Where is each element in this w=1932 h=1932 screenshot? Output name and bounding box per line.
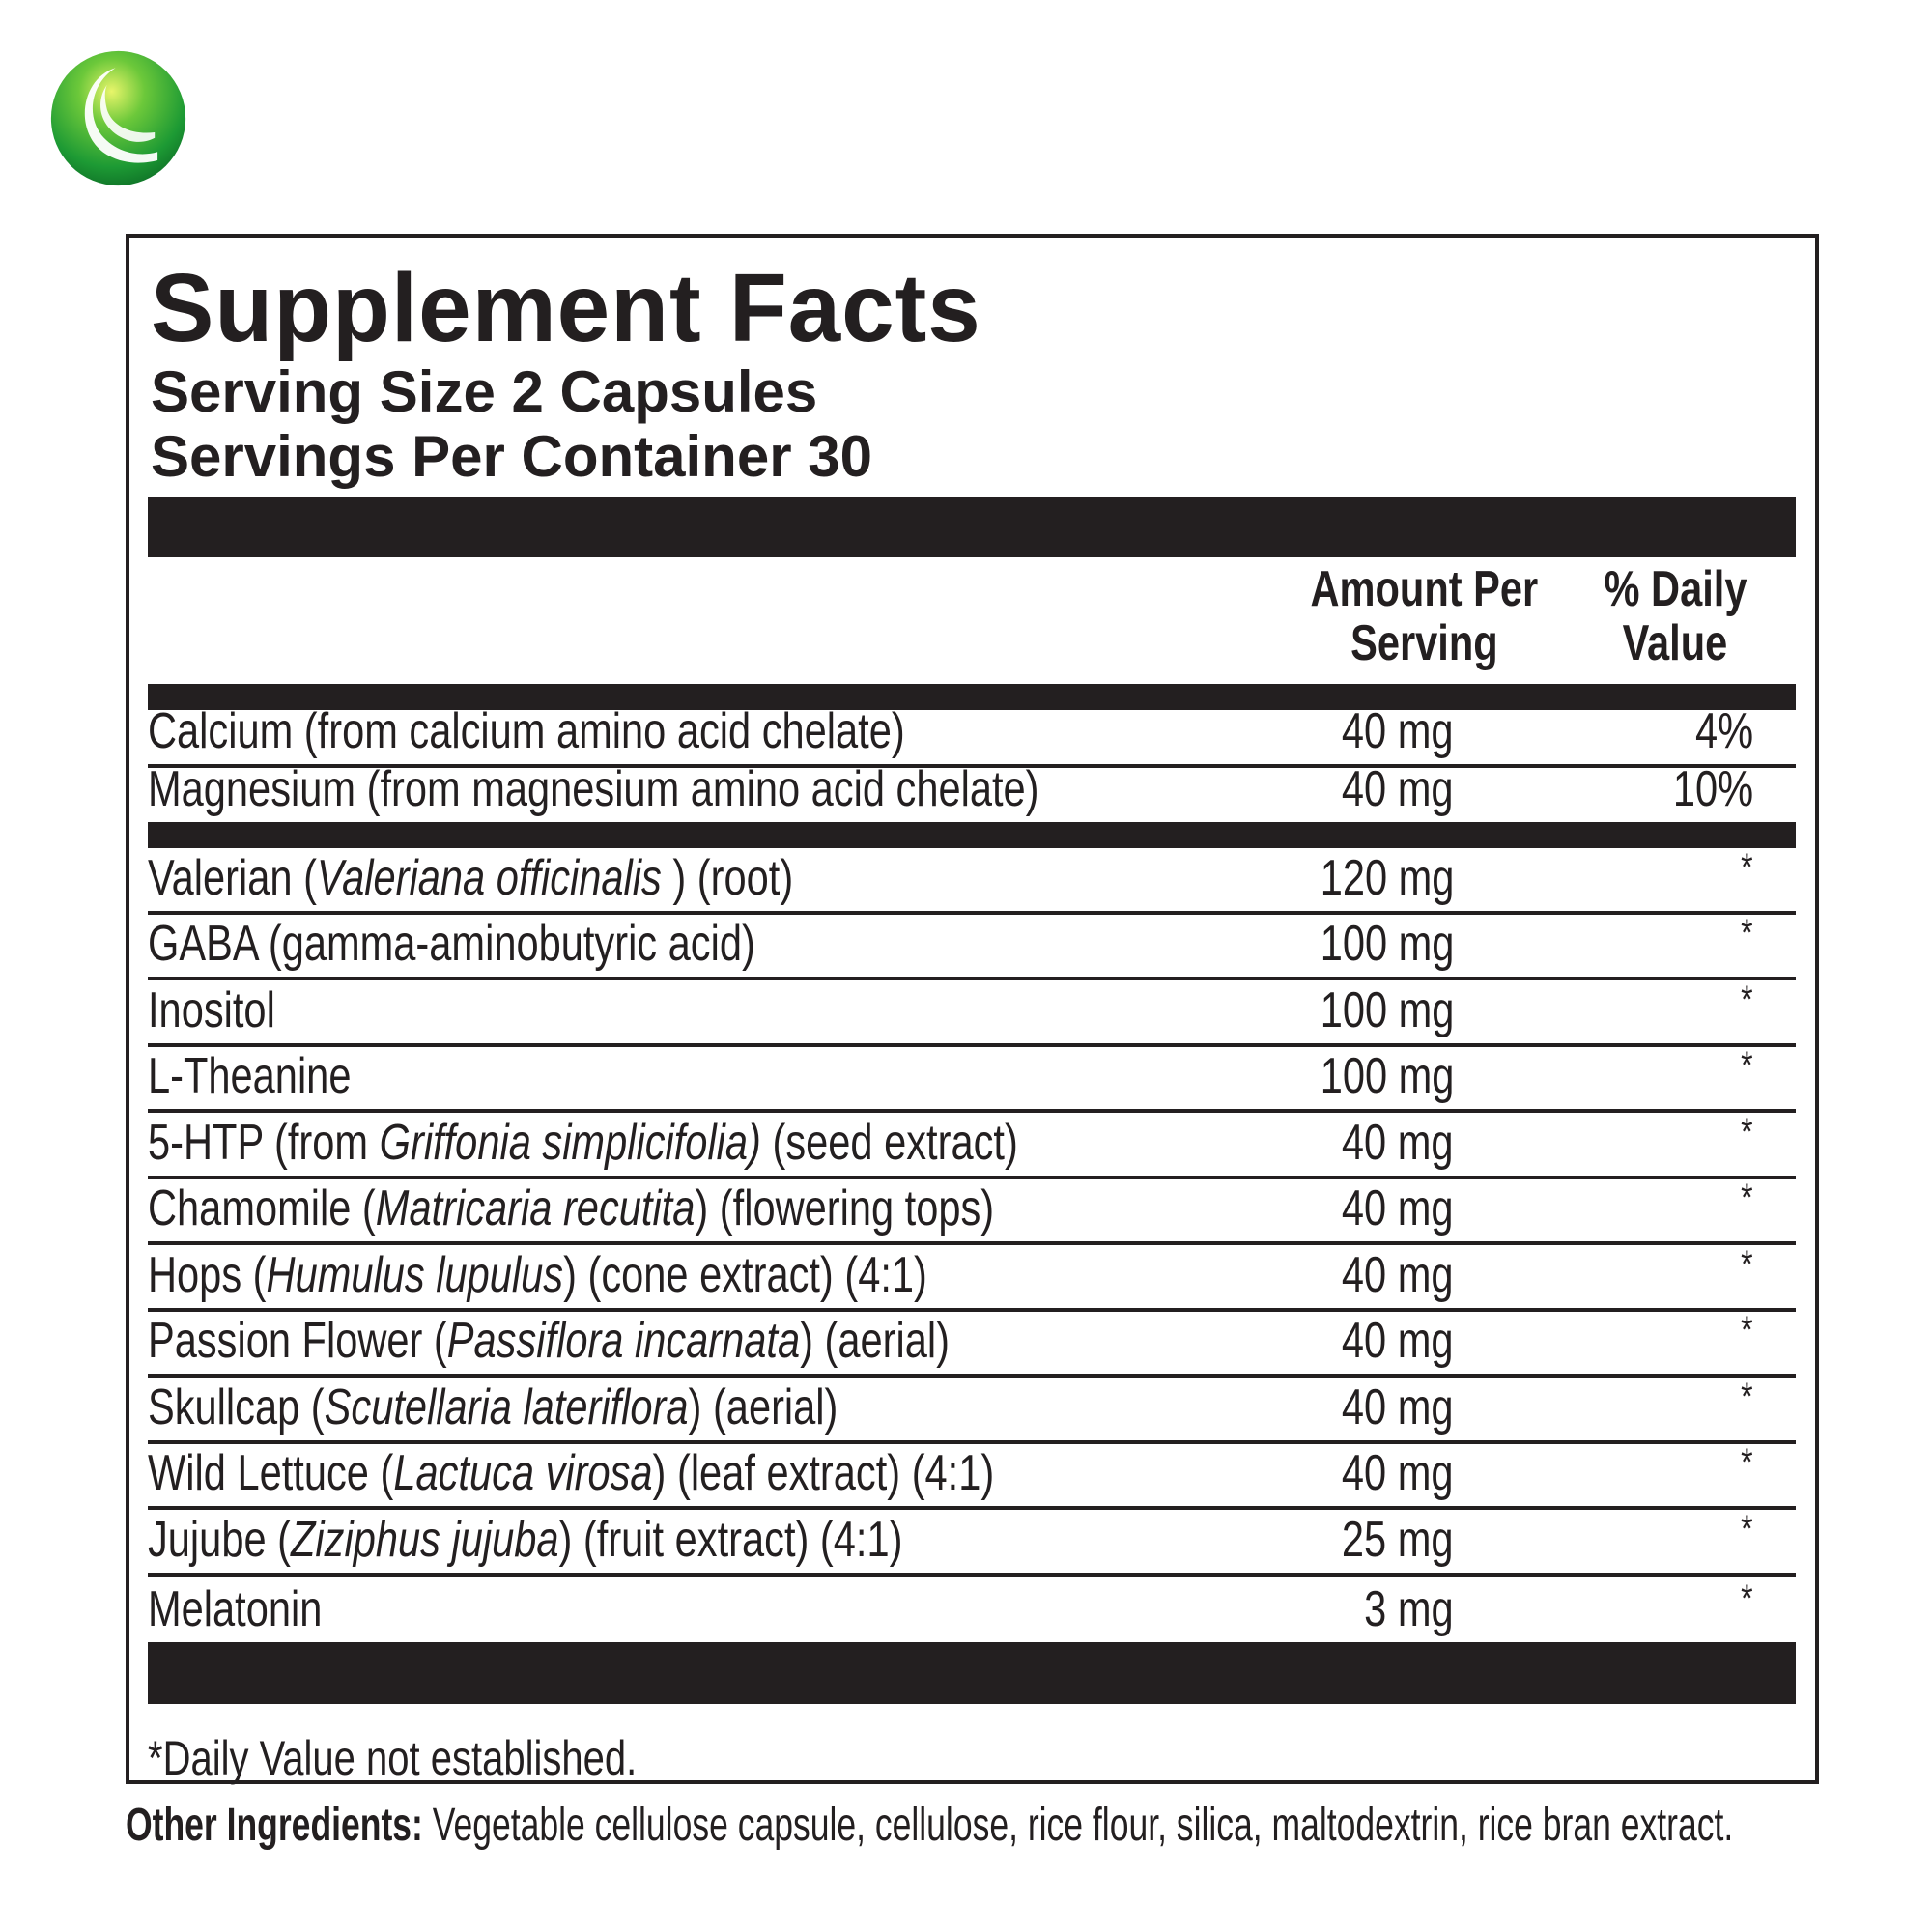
daily-value: *: [1741, 1177, 1753, 1219]
amount-per-serving-header: Amount Per Serving: [1310, 561, 1538, 671]
ingredient-amount: 100 mg: [1320, 1048, 1454, 1104]
supplement-facts-panel: Supplement Facts Serving Size 2 Capsules…: [126, 234, 1819, 1785]
ingredient-row: Melatonin 3 mg *: [148, 1577, 1796, 1643]
ingredient-amount: 40 mg: [1342, 1378, 1454, 1435]
servings-per-container: Servings Per Container 30: [151, 424, 872, 489]
ingredient-amount: 40 mg: [1342, 1246, 1454, 1303]
daily-value: *: [1741, 1441, 1753, 1484]
ingredient-name: L-Theanine: [148, 1048, 352, 1104]
ingredient-row: Calcium (from calcium amino acid chelate…: [148, 703, 1796, 768]
panel-title: Supplement Facts: [151, 254, 981, 362]
daily-value-header: % Daily Value: [1603, 561, 1747, 671]
ingredient-row: Chamomile (Matricaria recutita) (floweri…: [148, 1177, 1796, 1245]
ingredient-amount: 25 mg: [1342, 1511, 1454, 1568]
ingredient-amount: 40 mg: [1342, 1180, 1454, 1236]
ingredient-row: Wild Lettuce (Lactuca virosa) (leaf extr…: [148, 1441, 1796, 1510]
ingredient-row: 5-HTP (from Griffonia simplicifolia) (se…: [148, 1110, 1796, 1179]
ingredient-amount: 40 mg: [1342, 761, 1454, 817]
ingredient-name: Magnesium (from magnesium amino acid che…: [148, 761, 1039, 817]
other-ingredients: Other Ingredients: Vegetable cellulose c…: [126, 1799, 1733, 1852]
daily-value: *: [1741, 912, 1753, 954]
footnote: *Daily Value not established.: [148, 1731, 638, 1785]
daily-value: *: [1741, 1044, 1753, 1087]
daily-value: 10%: [1672, 761, 1753, 817]
ingredient-row: Inositol 100 mg *: [148, 978, 1796, 1047]
divider-bar: [148, 1642, 1796, 1704]
daily-value: 4%: [1694, 703, 1753, 759]
daily-value: *: [1741, 1375, 1753, 1418]
ingredient-name: Calcium (from calcium amino acid chelate…: [148, 703, 905, 759]
ingredient-row: L-Theanine 100 mg *: [148, 1044, 1796, 1113]
serving-size: Serving Size 2 Capsules: [151, 359, 818, 424]
ingredient-amount: 40 mg: [1342, 1114, 1454, 1171]
ingredient-name: Jujube (Ziziphus jujuba) (fruit extract)…: [148, 1511, 903, 1568]
divider-bar: [148, 497, 1796, 557]
ingredient-name: Valerian (Valeriana officinalis ) (root): [148, 849, 794, 906]
ingredient-name: Chamomile (Matricaria recutita) (floweri…: [148, 1180, 995, 1236]
divider-bar: [148, 822, 1796, 848]
daily-value: *: [1741, 1577, 1753, 1620]
ingredient-row: Skullcap (Scutellaria lateriflora) (aeri…: [148, 1375, 1796, 1444]
daily-value: *: [1741, 1110, 1753, 1153]
ingredient-amount: 40 mg: [1342, 1313, 1454, 1369]
ingredient-name: 5-HTP (from Griffonia simplicifolia) (se…: [148, 1114, 1018, 1171]
daily-value: *: [1741, 978, 1753, 1021]
ingredient-amount: 3 mg: [1364, 1581, 1454, 1637]
divider-bar: [148, 684, 1796, 710]
daily-value: *: [1741, 1507, 1753, 1550]
ingredient-name: Skullcap (Scutellaria lateriflora) (aeri…: [148, 1378, 838, 1435]
ingredient-name: Inositol: [148, 981, 275, 1038]
ingredient-amount: 40 mg: [1342, 703, 1454, 759]
ingredient-amount: 120 mg: [1320, 849, 1454, 906]
ingredient-amount: 100 mg: [1320, 981, 1454, 1038]
ingredient-row: Jujube (Ziziphus jujuba) (fruit extract)…: [148, 1507, 1796, 1577]
daily-value: *: [1741, 845, 1753, 889]
ingredient-row: Passion Flower (Passiflora incarnata) (a…: [148, 1309, 1796, 1378]
other-ingredients-label: Other Ingredients:: [126, 1800, 423, 1851]
ingredient-row: GABA (gamma-aminobutyric acid) 100 mg *: [148, 912, 1796, 980]
ingredient-amount: 100 mg: [1320, 916, 1454, 972]
other-ingredients-text: Vegetable cellulose capsule, cellulose, …: [422, 1800, 1734, 1851]
ingredient-amount: 40 mg: [1342, 1445, 1454, 1501]
ingredient-name: Wild Lettuce (Lactuca virosa) (leaf extr…: [148, 1445, 995, 1501]
daily-value: *: [1741, 1242, 1753, 1286]
ingredient-name: Passion Flower (Passiflora incarnata) (a…: [148, 1313, 950, 1369]
ingredient-row: Valerian (Valeriana officinalis ) (root)…: [148, 845, 1796, 915]
ingredient-name: GABA (gamma-aminobutyric acid): [148, 916, 755, 972]
ingredient-row: Magnesium (from magnesium amino acid che…: [148, 761, 1796, 822]
ingredient-name: Melatonin: [148, 1581, 323, 1637]
daily-value: *: [1741, 1309, 1753, 1351]
brand-logo-icon: [50, 50, 186, 186]
ingredient-row: Hops (Humulus lupulus) (cone extract) (4…: [148, 1242, 1796, 1312]
ingredient-name: Hops (Humulus lupulus) (cone extract) (4…: [148, 1246, 927, 1303]
